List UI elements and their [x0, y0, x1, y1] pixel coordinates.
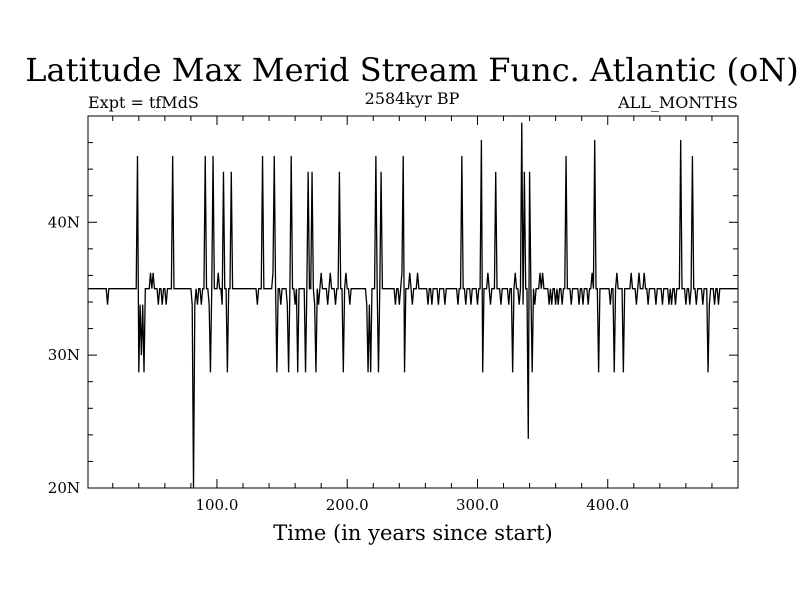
x-tick-label: 200.0 — [326, 496, 369, 514]
y-tick-label: 30N — [48, 346, 80, 364]
series-line — [88, 122, 738, 489]
x-tick-label: 400.0 — [586, 496, 629, 514]
x-tick-label: 300.0 — [456, 496, 499, 514]
y-axis: 20N 30N 40N — [48, 142, 738, 497]
x-tick-label: 100.0 — [195, 496, 238, 514]
chart-title: Latitude Max Merid Stream Func. Atlantic… — [25, 51, 798, 89]
period-label: 2584kyr BP — [365, 89, 460, 108]
months-label: ALL_MONTHS — [617, 93, 738, 112]
experiment-label: Expt = tfMdS — [88, 93, 199, 112]
y-tick-label: 40N — [48, 213, 80, 231]
y-tick-label: 20N — [48, 479, 80, 497]
x-axis: 100.0 200.0 300.0 400.0 — [112, 116, 713, 514]
x-axis-label: Time (in years since start) — [273, 521, 552, 545]
